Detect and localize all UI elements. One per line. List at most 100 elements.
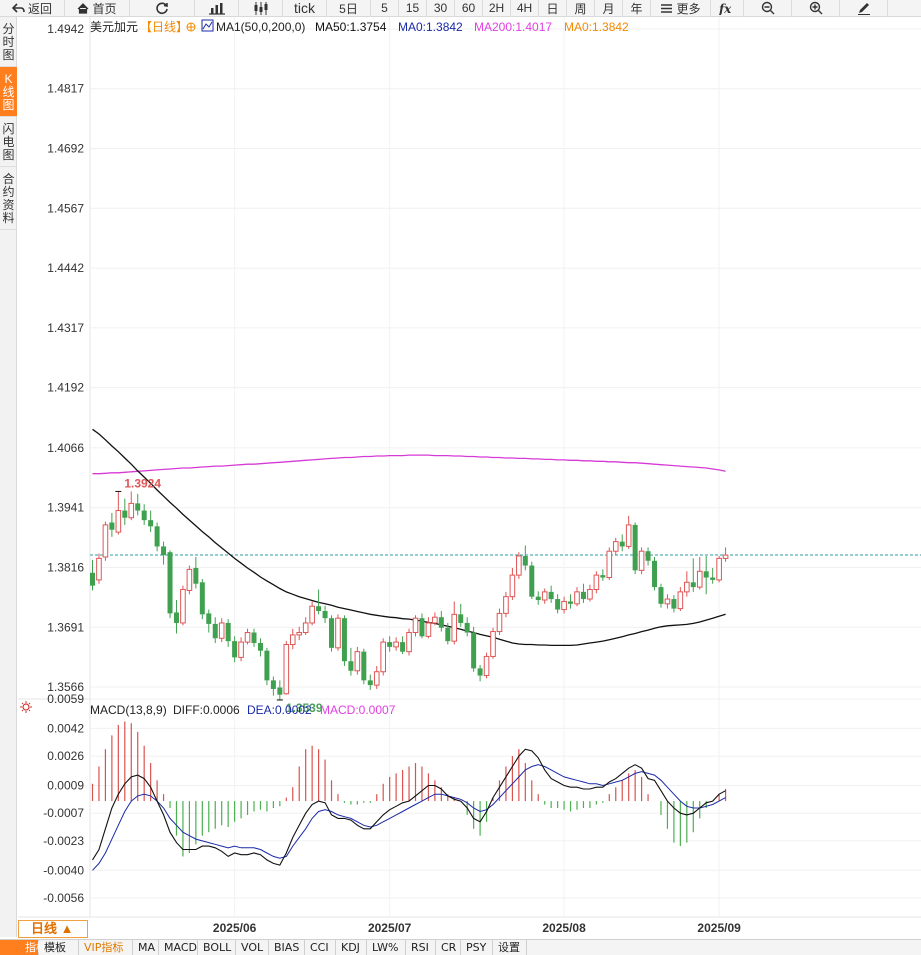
tab-templates[interactable]: 模板 [39, 940, 79, 955]
candle[interactable] [277, 680, 283, 700]
candle[interactable] [406, 628, 412, 656]
more-button[interactable]: 更多 [651, 0, 711, 17]
period-60m-button[interactable]: 60 [455, 0, 483, 17]
candle[interactable] [296, 626, 303, 641]
period-5m-button[interactable]: 5 [371, 0, 399, 17]
candle[interactable] [244, 628, 251, 645]
candle[interactable] [516, 552, 522, 579]
period-week-button[interactable]: 周 [567, 0, 595, 17]
candle[interactable] [671, 595, 677, 613]
candle[interactable] [612, 537, 619, 556]
candle[interactable] [283, 641, 290, 695]
tab-ma[interactable]: MA [133, 940, 159, 955]
candle[interactable] [425, 617, 432, 639]
legend-toggle-icon[interactable] [186, 22, 196, 32]
tab-cci[interactable]: CCI [305, 940, 336, 955]
candle[interactable] [419, 613, 425, 639]
candle[interactable] [309, 601, 315, 626]
candle[interactable] [684, 571, 690, 597]
period-30m-button[interactable]: 30 [427, 0, 455, 17]
candle[interactable] [509, 567, 516, 600]
candle[interactable] [90, 559, 95, 591]
zoom-out-button[interactable] [744, 0, 792, 17]
candle[interactable] [322, 605, 328, 623]
candle-chart-type-button[interactable] [239, 0, 283, 17]
tab-kline[interactable]: K线图 [0, 67, 17, 117]
tab-indicators[interactable]: 指标 [0, 940, 47, 955]
period-month-button[interactable]: 月 [595, 0, 623, 17]
candle[interactable] [387, 636, 393, 652]
tab-macd[interactable]: MACD [159, 940, 198, 955]
period-5d-button[interactable]: 5日 [327, 0, 371, 17]
candle[interactable] [451, 601, 458, 645]
candle[interactable] [471, 626, 477, 672]
candle[interactable] [193, 556, 199, 589]
candle[interactable] [212, 617, 218, 644]
candle[interactable] [206, 609, 212, 633]
zoom-in-button[interactable] [792, 0, 840, 17]
tab-vip-indicators[interactable]: VIP指标 [79, 940, 133, 955]
candle[interactable] [645, 547, 651, 566]
candle[interactable] [483, 652, 490, 679]
draw-tool-button[interactable] [840, 0, 888, 17]
candle[interactable] [477, 665, 483, 682]
candle[interactable] [619, 534, 625, 552]
candle[interactable] [173, 600, 179, 634]
tab-cr[interactable]: CR [436, 940, 461, 955]
candle[interactable] [568, 594, 574, 609]
period-4h-button[interactable]: 4H [511, 0, 539, 17]
candle[interactable] [109, 512, 115, 537]
candle[interactable] [232, 636, 238, 663]
indicator-settings-icon[interactable] [201, 19, 214, 32]
candle[interactable] [148, 510, 154, 533]
candle[interactable] [606, 547, 613, 580]
formula-button[interactable]: fx [711, 0, 744, 17]
candle[interactable] [264, 647, 270, 686]
refresh-button[interactable] [130, 0, 195, 17]
candle[interactable] [289, 628, 296, 650]
candle[interactable] [367, 674, 373, 690]
tab-kdj[interactable]: KDJ [336, 940, 367, 955]
candle[interactable] [432, 612, 438, 626]
tab-settings[interactable]: 设置 [493, 940, 527, 955]
candle[interactable] [625, 515, 632, 549]
candle[interactable] [141, 504, 147, 525]
candle[interactable] [380, 638, 386, 676]
candle[interactable] [593, 571, 600, 594]
back-button[interactable]: 返回 [0, 0, 65, 17]
candle[interactable] [716, 556, 722, 583]
candle[interactable] [412, 615, 419, 637]
candle[interactable] [122, 498, 128, 525]
candle[interactable] [348, 647, 354, 676]
candle[interactable] [555, 594, 561, 614]
candle[interactable] [664, 594, 671, 609]
candle[interactable] [199, 578, 205, 620]
candle[interactable] [535, 591, 541, 605]
candle[interactable] [503, 591, 509, 618]
candle[interactable] [373, 666, 380, 689]
toolbar-extra-button[interactable] [888, 0, 917, 17]
candle[interactable] [102, 521, 109, 561]
macd-settings-icon[interactable] [20, 701, 32, 713]
tab-timeshare[interactable]: 分时图 [0, 17, 17, 67]
candle[interactable] [496, 608, 503, 635]
candle[interactable] [341, 615, 347, 666]
candle[interactable] [361, 648, 367, 685]
candle[interactable] [710, 567, 716, 584]
candle[interactable] [574, 587, 580, 607]
period-day-button[interactable]: 日 [539, 0, 567, 17]
candle[interactable] [522, 545, 528, 571]
tick-button[interactable]: tick [283, 0, 327, 17]
candle[interactable] [135, 493, 141, 516]
candle[interactable] [548, 585, 554, 603]
candle[interactable] [257, 638, 263, 657]
candle[interactable] [115, 491, 122, 535]
candle[interactable] [186, 565, 193, 595]
candle[interactable] [329, 615, 335, 652]
candle[interactable] [251, 628, 257, 647]
candle[interactable] [464, 617, 470, 637]
candle[interactable] [316, 589, 322, 615]
tab-bias[interactable]: BIAS [269, 940, 305, 955]
candle[interactable] [438, 611, 444, 632]
candle[interactable] [393, 637, 399, 651]
